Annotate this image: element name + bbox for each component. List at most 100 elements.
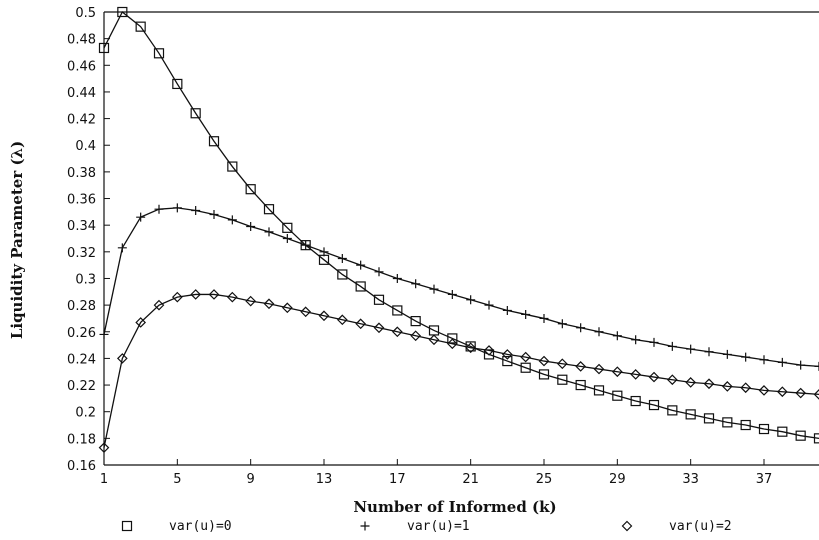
square-marker	[121, 520, 133, 532]
diamond-marker	[776, 386, 788, 398]
square-marker	[667, 405, 678, 416]
square-marker	[172, 78, 183, 90]
square-marker	[392, 305, 403, 316]
square-marker	[153, 48, 165, 59]
square-marker	[502, 355, 513, 367]
square-marker	[355, 281, 366, 292]
diamond-marker	[593, 363, 605, 375]
diamond-marker	[153, 299, 165, 311]
square-marker	[373, 294, 385, 305]
y-tick-label: 0.24	[67, 352, 96, 367]
x-tick-label: 17	[389, 472, 406, 487]
square-marker	[685, 409, 696, 420]
plus-marker	[374, 267, 384, 277]
x-tick-label: 21	[462, 472, 479, 487]
diamond-marker	[428, 334, 440, 346]
diamond-marker	[226, 291, 238, 303]
y-tick-label: 0.48	[67, 33, 96, 48]
plus-marker	[356, 260, 366, 270]
plus-marker	[502, 305, 512, 315]
y-tick-label: 0.28	[67, 299, 96, 314]
square-marker	[648, 399, 660, 411]
diamond-marker	[391, 326, 403, 338]
diamond-marker	[666, 374, 678, 386]
plus-marker	[227, 215, 237, 225]
diamond-marker	[758, 385, 770, 396]
y-tick-label: 0.38	[67, 166, 96, 181]
plus-marker	[576, 323, 586, 333]
plus-marker	[759, 355, 769, 365]
series-plus	[99, 203, 819, 371]
square-marker	[190, 108, 201, 119]
y-tick-label: 0.5	[75, 6, 96, 21]
diamond-marker	[648, 371, 660, 383]
plus-marker	[539, 313, 549, 323]
diamond-marker	[116, 353, 128, 364]
plus-marker	[99, 329, 109, 339]
plus-marker	[466, 295, 476, 305]
legend-label: var(u)=1	[407, 519, 470, 534]
y-tick-label: 0.36	[67, 193, 96, 208]
y-tick-label: 0.18	[67, 432, 96, 447]
x-tick-label: 1	[100, 472, 108, 487]
square-marker	[703, 413, 715, 424]
diamond-marker	[281, 302, 293, 314]
plus-marker	[741, 352, 751, 362]
plus-marker	[777, 357, 787, 367]
plus-marker	[521, 309, 531, 319]
square-marker	[575, 379, 586, 391]
square-marker	[227, 161, 238, 172]
square-marker	[245, 184, 256, 195]
square-marker	[557, 374, 568, 385]
y-tick-label: 0.16	[67, 459, 96, 474]
diamond-marker	[483, 345, 495, 356]
x-tick-label: 9	[247, 472, 255, 487]
plus-marker	[264, 227, 274, 237]
plus-marker	[686, 344, 696, 354]
plus-marker	[154, 204, 164, 214]
diamond-marker	[538, 355, 550, 367]
legend-label: var(u)=0	[169, 519, 232, 534]
y-tick-label: 0.2	[75, 406, 96, 421]
x-ticks: 1 5 9 13 17 21 25 29 33 37	[100, 459, 772, 487]
diamond-marker	[135, 317, 147, 328]
plus-marker	[411, 279, 421, 289]
diamond-marker	[355, 318, 367, 330]
plus-marker	[392, 273, 402, 283]
series-square	[98, 6, 819, 444]
y-tick-label: 0.3	[75, 272, 96, 287]
y-tick-label: 0.32	[67, 246, 96, 261]
y-axis-title: Liquidity Parameter (λ)	[8, 141, 26, 339]
diamond-marker	[795, 387, 807, 399]
square-marker	[447, 333, 458, 344]
legend: var(u)=0 var(u)=1 var(u)=2	[121, 519, 732, 534]
x-tick-label: 25	[536, 472, 553, 487]
diamond-marker	[263, 298, 275, 310]
plus-marker	[667, 341, 677, 351]
y-tick-label: 0.34	[67, 219, 96, 234]
x-tick-label: 5	[173, 472, 181, 487]
diamond-marker	[318, 310, 330, 322]
diamond-marker	[245, 295, 257, 307]
square-marker	[612, 390, 623, 401]
diamond-marker	[300, 306, 312, 318]
plus-marker	[796, 360, 806, 370]
plus-marker	[337, 253, 347, 263]
diamond-marker	[520, 351, 532, 363]
diamond-marker	[190, 289, 202, 300]
square-marker	[795, 430, 806, 441]
plus-marker	[484, 300, 494, 310]
plus-marker	[301, 240, 311, 250]
square-marker	[813, 433, 819, 444]
y-tick-label: 0.42	[67, 113, 96, 128]
legend-label: var(u)=2	[669, 519, 732, 534]
plus-marker	[191, 206, 201, 216]
plus-marker	[631, 335, 641, 345]
diamond-marker	[630, 369, 642, 380]
x-tick-label: 13	[316, 472, 333, 487]
plus-marker	[649, 337, 659, 347]
axes	[103, 11, 819, 466]
plus-marker	[282, 234, 292, 243]
y-tick-label: 0.46	[67, 59, 96, 74]
series-line	[103, 293, 819, 448]
